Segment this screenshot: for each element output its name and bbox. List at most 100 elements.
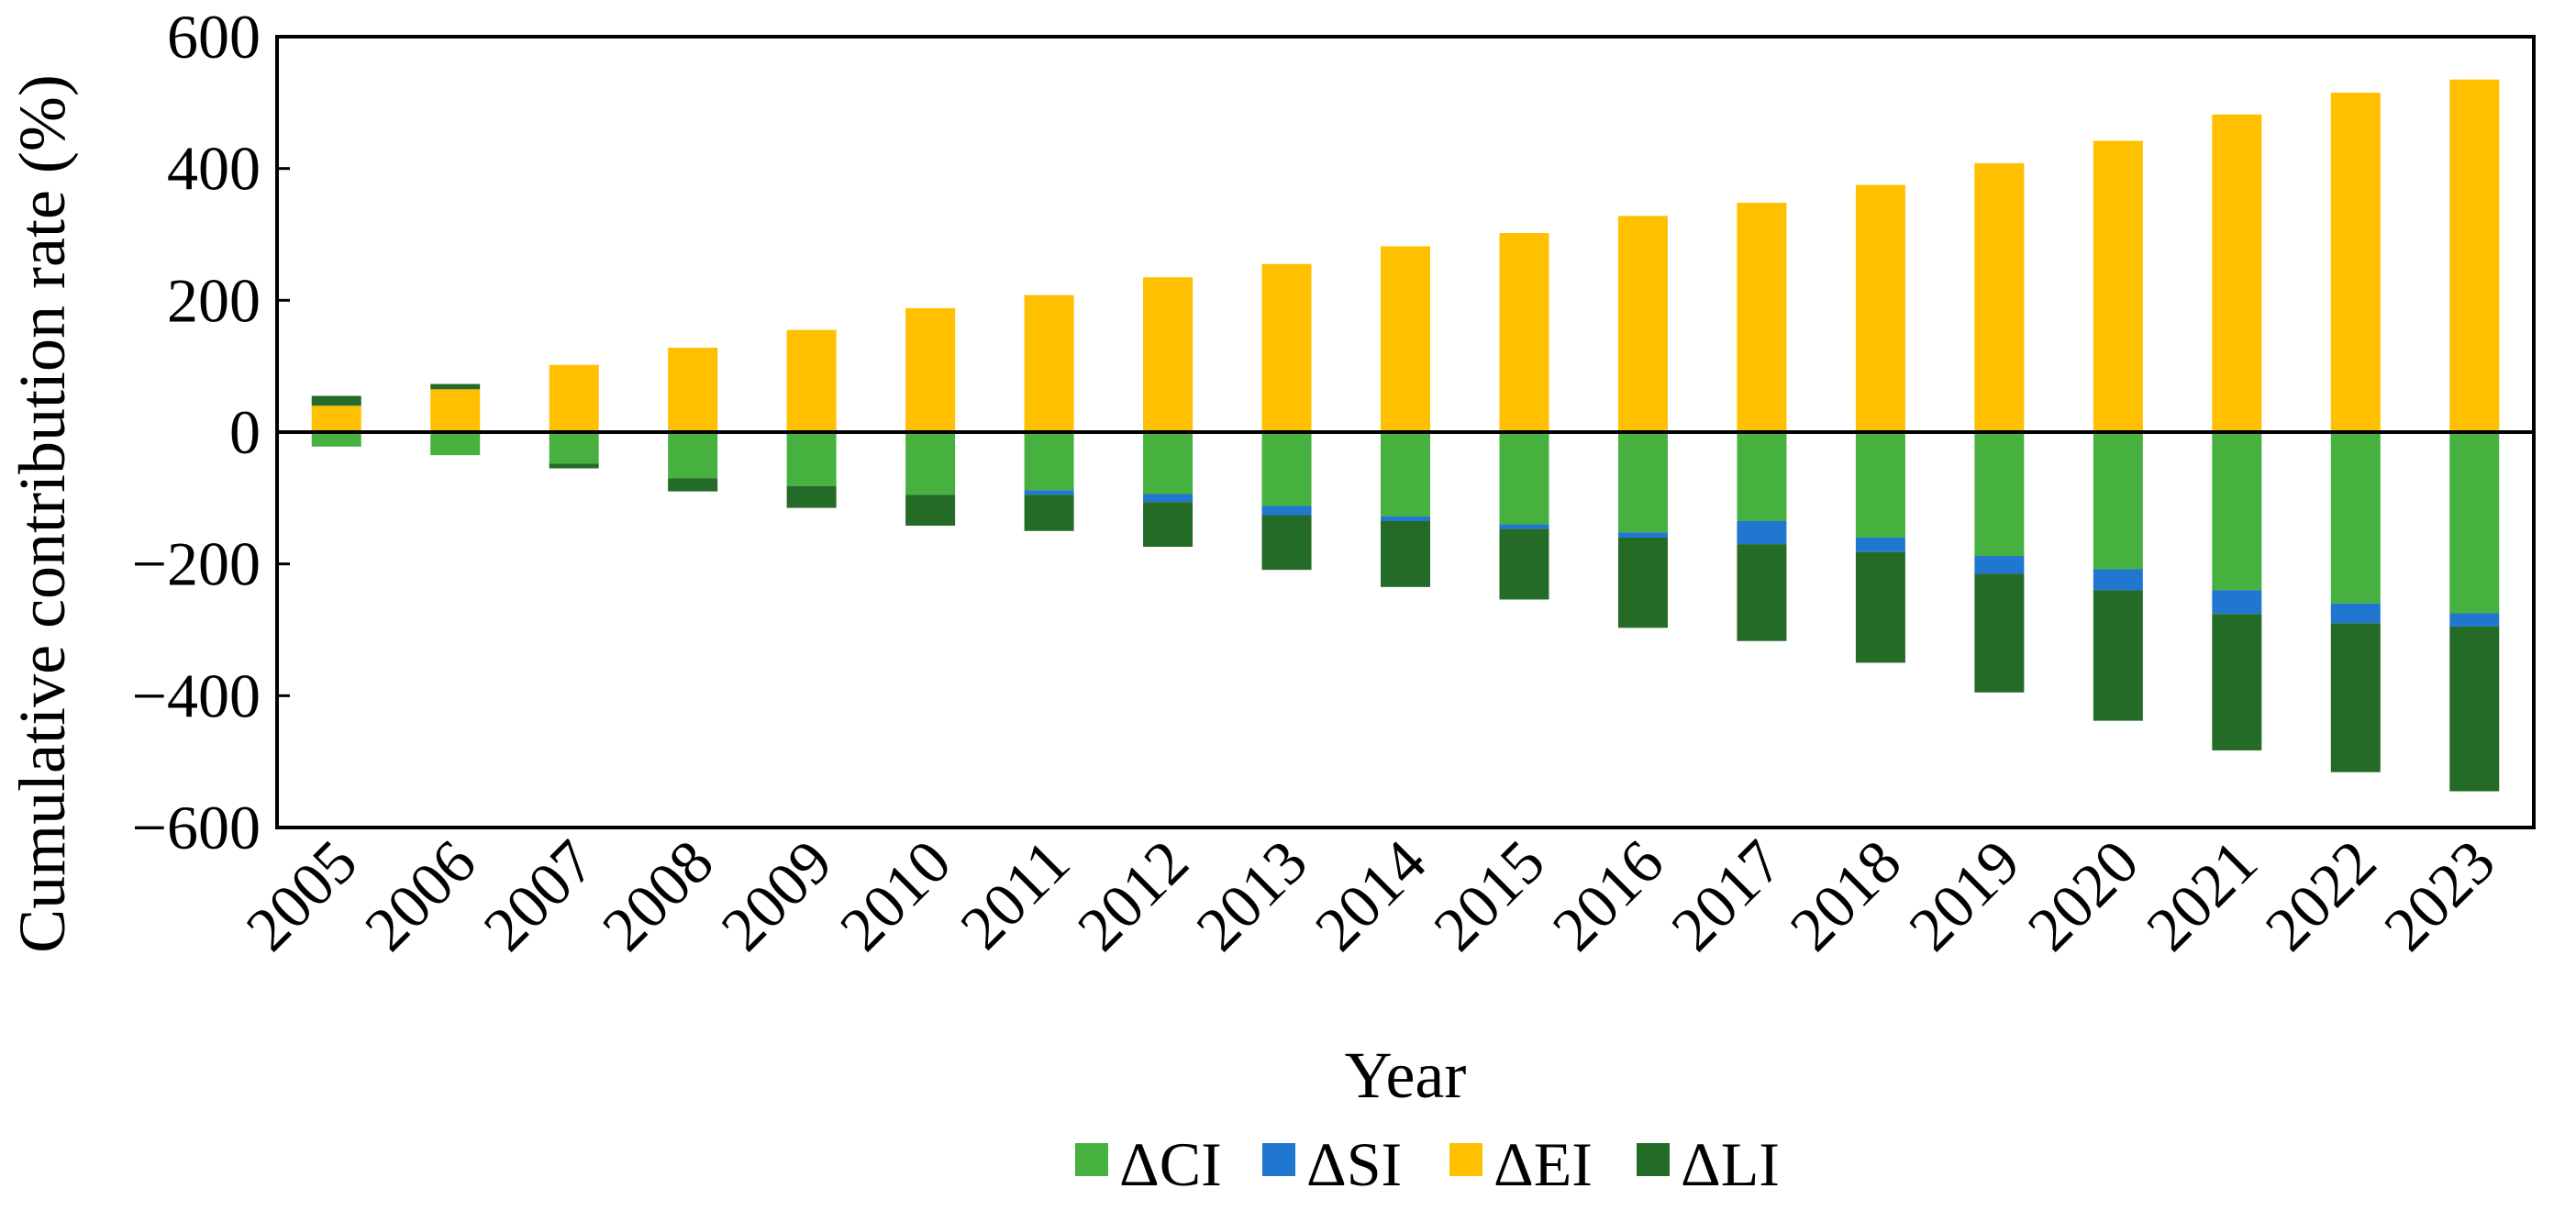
bar-2012-series-0 bbox=[1143, 432, 1194, 494]
bar-2019-series-2 bbox=[1974, 162, 2025, 433]
bar-2006-series-2 bbox=[430, 389, 481, 432]
legend-swatch bbox=[1075, 1143, 1108, 1176]
x-tick-label: 2010 bbox=[827, 827, 964, 964]
bar-2010-series-0 bbox=[905, 432, 956, 495]
x-tick-label: 2007 bbox=[470, 827, 607, 964]
bar-2021-series-0 bbox=[2212, 432, 2262, 591]
x-tick-label: 2023 bbox=[2371, 827, 2508, 964]
bar-2011-series-3 bbox=[1024, 494, 1074, 531]
x-tick-label: 2015 bbox=[1420, 827, 1558, 964]
x-tick-label: 2018 bbox=[1777, 827, 1915, 964]
bar-2017-series-0 bbox=[1737, 432, 1787, 521]
bar-2012-series-2 bbox=[1143, 277, 1194, 432]
bar-2005-series-0 bbox=[311, 432, 361, 447]
bar-2014-series-3 bbox=[1381, 520, 1430, 587]
x-tick-label: 2017 bbox=[1658, 827, 1795, 964]
bar-2019-series-3 bbox=[1974, 573, 2025, 693]
y-axis-title: Cumulative contribution rate (%) bbox=[6, 74, 79, 953]
bar-2015-series-1 bbox=[1499, 524, 1549, 529]
bar-2012-series-1 bbox=[1143, 494, 1194, 503]
bar-2017-series-2 bbox=[1737, 203, 1787, 432]
bar-2009-series-2 bbox=[786, 329, 837, 432]
bar-2014-series-0 bbox=[1381, 432, 1430, 517]
x-tick-label: 2014 bbox=[1302, 827, 1439, 964]
y-tick-label: 600 bbox=[167, 2, 261, 72]
bar-2008-series-0 bbox=[668, 432, 718, 479]
bar-2018-series-3 bbox=[1855, 551, 1905, 663]
bar-2006-series-3 bbox=[430, 383, 481, 390]
bar-2010-series-2 bbox=[905, 307, 956, 432]
bar-2023-series-3 bbox=[2449, 626, 2500, 792]
bar-2006-series-0 bbox=[430, 432, 481, 456]
y-tick-label: 400 bbox=[167, 134, 261, 204]
bar-2011-series-0 bbox=[1024, 432, 1074, 491]
y-axis-ticks: 600 400 200 0 −200 −400 −600 bbox=[132, 2, 290, 862]
x-tick-label: 2022 bbox=[2251, 827, 2389, 964]
bar-2013-series-1 bbox=[1261, 505, 1312, 516]
y-tick-label: −200 bbox=[132, 529, 261, 599]
bar-2021-series-3 bbox=[2212, 614, 2262, 750]
bar-2018-series-1 bbox=[1855, 537, 1905, 552]
bar-2008-series-3 bbox=[668, 478, 718, 492]
bar-2022-series-3 bbox=[2330, 623, 2381, 772]
bar-2016-series-2 bbox=[1617, 216, 1668, 432]
bar-2009-series-3 bbox=[786, 485, 837, 508]
x-tick-label: 2012 bbox=[1064, 827, 1202, 964]
bar-2005-series-2 bbox=[311, 405, 361, 432]
bar-2016-series-1 bbox=[1617, 532, 1668, 538]
bar-2017-series-3 bbox=[1737, 544, 1787, 641]
x-tick-label: 2006 bbox=[351, 827, 489, 964]
legend-swatch bbox=[1262, 1143, 1295, 1176]
bar-2007-series-2 bbox=[549, 364, 599, 432]
bar-2015-series-2 bbox=[1499, 233, 1549, 432]
bar-2012-series-3 bbox=[1143, 502, 1194, 547]
bar-2023-series-0 bbox=[2449, 432, 2500, 614]
bar-2023-series-2 bbox=[2449, 79, 2500, 433]
legend-swatch bbox=[1637, 1143, 1670, 1176]
bar-2021-series-1 bbox=[2212, 590, 2262, 615]
bar-2022-series-0 bbox=[2330, 432, 2381, 604]
x-axis-title: Year bbox=[1345, 1039, 1467, 1112]
bars-group bbox=[311, 79, 2500, 792]
bar-2020-series-2 bbox=[2093, 140, 2143, 432]
y-tick-label: 0 bbox=[229, 397, 261, 467]
legend: ΔCI ΔSI ΔEI ΔLI bbox=[1075, 1129, 1780, 1199]
x-tick-label: 2009 bbox=[707, 827, 845, 964]
bar-2018-series-0 bbox=[1855, 432, 1905, 538]
bar-2015-series-0 bbox=[1499, 432, 1549, 525]
legend-label: ΔSI bbox=[1306, 1129, 1402, 1199]
bar-2009-series-0 bbox=[786, 432, 837, 486]
bar-2020-series-0 bbox=[2093, 432, 2143, 570]
x-tick-label: 2013 bbox=[1183, 827, 1320, 964]
bar-2020-series-1 bbox=[2093, 569, 2143, 591]
bar-2016-series-0 bbox=[1617, 432, 1668, 533]
legend-label: ΔEI bbox=[1493, 1129, 1593, 1199]
bar-2010-series-3 bbox=[905, 494, 956, 527]
x-tick-label: 2021 bbox=[2133, 827, 2271, 964]
x-axis-ticks: 2005200620072008200920102011201220132014… bbox=[232, 827, 2507, 964]
legend-label: ΔCI bbox=[1119, 1129, 1222, 1199]
bar-2005-series-3 bbox=[311, 395, 361, 406]
bar-2022-series-2 bbox=[2330, 93, 2381, 432]
x-tick-label: 2011 bbox=[947, 827, 1083, 962]
bar-2007-series-3 bbox=[549, 463, 599, 469]
bar-2021-series-2 bbox=[2212, 114, 2262, 432]
bar-2014-series-2 bbox=[1381, 246, 1430, 432]
bar-2013-series-2 bbox=[1261, 263, 1312, 432]
bar-2019-series-0 bbox=[1974, 432, 2025, 557]
bar-2015-series-3 bbox=[1499, 528, 1549, 600]
x-tick-label: 2008 bbox=[589, 827, 727, 964]
bar-2017-series-1 bbox=[1737, 520, 1787, 545]
bar-2011-series-2 bbox=[1024, 294, 1074, 432]
x-tick-label: 2020 bbox=[2015, 827, 2152, 964]
bar-2014-series-1 bbox=[1381, 516, 1430, 521]
legend-swatch bbox=[1449, 1143, 1482, 1176]
bar-2007-series-0 bbox=[549, 432, 599, 464]
bar-2013-series-3 bbox=[1261, 515, 1312, 571]
bar-2023-series-1 bbox=[2449, 613, 2500, 627]
bar-2013-series-0 bbox=[1261, 432, 1312, 506]
bar-2016-series-3 bbox=[1617, 537, 1668, 628]
bar-2022-series-1 bbox=[2330, 603, 2381, 624]
bar-2008-series-2 bbox=[668, 348, 718, 432]
